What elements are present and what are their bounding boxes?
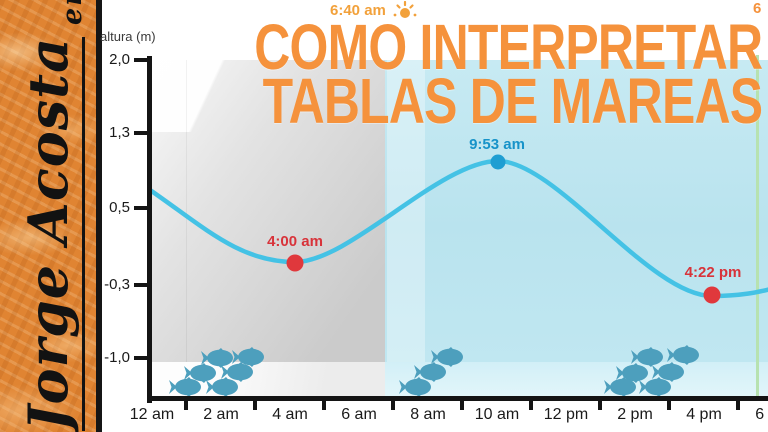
x-tick-label: 8 am	[410, 406, 446, 423]
x-tick-label: 10 am	[474, 406, 520, 423]
video-title: COMO INTERPRETAR TABLAS DE MAREAS	[111, 11, 763, 137]
low-tide-label-1: 4:00 am	[267, 233, 323, 250]
x-tick	[253, 401, 257, 410]
sunset-time-label: 6	[753, 0, 762, 17]
y-tick	[134, 58, 148, 62]
x-tick-label: 4 am	[272, 406, 308, 423]
y-tick	[134, 131, 148, 135]
y-tick-label: -1,0	[104, 349, 130, 366]
y-tick-label: 0,5	[109, 199, 130, 216]
channel-name: Jorge Acosta	[16, 36, 85, 431]
x-tick	[460, 401, 464, 410]
y-tick-label: -0,3	[104, 276, 130, 293]
x-tick	[667, 401, 671, 410]
title-line-2: TABLAS DE MAREAS	[262, 65, 762, 137]
sunrise-time-label: 6:40 am	[330, 1, 386, 19]
x-tick	[322, 401, 326, 410]
y-tick-label: 1,3	[109, 124, 130, 141]
x-tick-label: 12 am	[129, 406, 175, 423]
channel-signature: Jorge Acosta en VIVO	[16, 0, 88, 431]
x-tick	[184, 401, 188, 410]
y-tick	[134, 356, 148, 360]
y-tick	[134, 283, 148, 287]
day-floor	[385, 362, 768, 397]
x-tick-label: 4 pm	[686, 406, 722, 423]
low-tide-label-2: 4:22 pm	[684, 264, 742, 281]
x-tick	[529, 401, 533, 410]
x-tick	[391, 401, 395, 410]
x-tick-label: 2 am	[203, 406, 239, 423]
y-tick	[134, 206, 148, 210]
x-tick	[598, 401, 602, 410]
y-axis	[147, 56, 152, 403]
channel-sidebar: Jorge Acosta en VIVO	[0, 0, 102, 432]
y-tick-label: 2,0	[109, 51, 130, 68]
y-axis-title: altura (m)	[100, 29, 156, 44]
x-tick-label: 2 pm	[617, 406, 653, 423]
x-tick-label: 6 am	[341, 406, 377, 423]
sunrise-marker: 6:40 am	[330, 1, 418, 19]
x-tick	[736, 401, 740, 410]
live-label: en VIVO	[57, 0, 88, 25]
night-floor	[150, 362, 385, 397]
sunrise-sun-icon	[393, 1, 417, 18]
title-line-1: COMO INTERPRETAR	[254, 11, 763, 83]
high-tide-label: 9:53 am	[469, 136, 525, 153]
x-tick-label: 6 pm	[755, 406, 768, 423]
x-tick-label: 12 pm	[543, 406, 589, 423]
x-axis	[147, 396, 768, 401]
